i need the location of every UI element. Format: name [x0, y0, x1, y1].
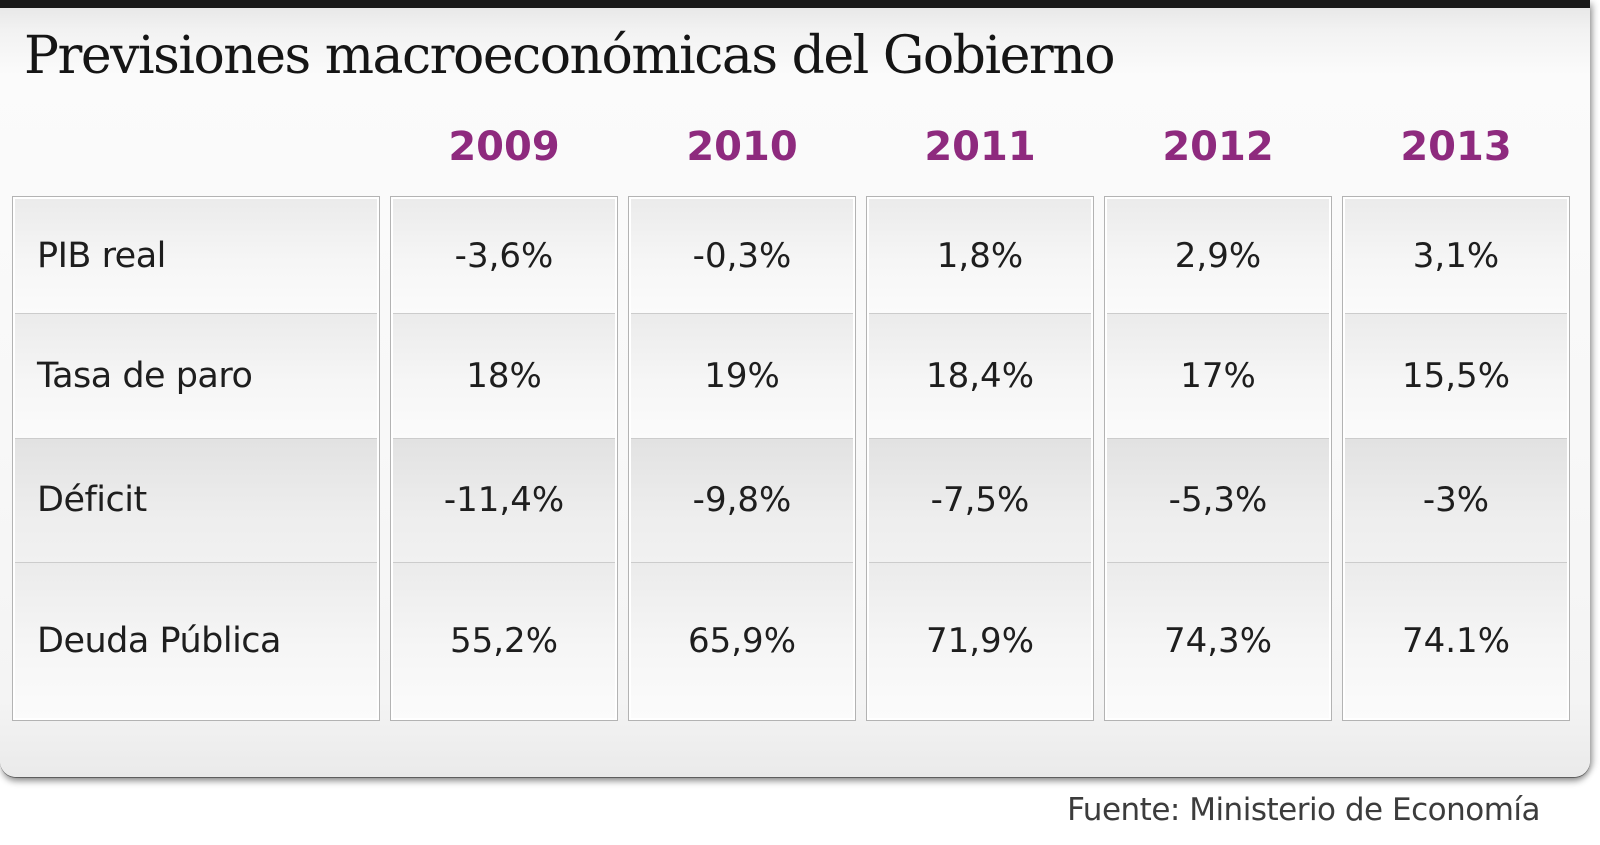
table-cell: 15,5% [1345, 313, 1567, 438]
table-cell: 2,9% [1107, 199, 1329, 314]
table-cell: 18% [393, 313, 615, 438]
year-column-2013: 3,1% 15,5% -3% 74.1% [1342, 196, 1570, 721]
source-caption: Fuente: Ministerio de Economía [1067, 792, 1540, 828]
row-label-column: PIB real Tasa de paro Déficit Deuda Públ… [12, 196, 380, 721]
row-label: PIB real [15, 199, 377, 314]
table-cell: 19% [631, 313, 853, 438]
table-cell: 3,1% [1345, 199, 1567, 314]
table-cell: 55,2% [393, 562, 615, 718]
table-cell: 71,9% [869, 562, 1091, 718]
table-cell: 74,3% [1107, 562, 1329, 718]
table-cell: 1,8% [869, 199, 1091, 314]
table-cell: 17% [1107, 313, 1329, 438]
table-cell: 18,4% [869, 313, 1091, 438]
forecast-card: Previsiones macroeconómicas del Gobierno… [0, 0, 1590, 777]
page-title: Previsiones macroeconómicas del Gobierno [24, 26, 1116, 86]
table-cell: -7,5% [869, 437, 1091, 563]
year-header-row: 2009 2010 2011 2012 2013 [12, 118, 1570, 176]
table-cell: 65,9% [631, 562, 853, 718]
table-cell: -3,6% [393, 199, 615, 314]
table-cell: -0,3% [631, 199, 853, 314]
year-header-2009: 2009 [448, 124, 560, 170]
row-label: Tasa de paro [15, 313, 377, 438]
table-cell: -11,4% [393, 437, 615, 563]
table-cell: -9,8% [631, 437, 853, 563]
year-column-2011: 1,8% 18,4% -7,5% 71,9% [866, 196, 1094, 721]
year-header-2010: 2010 [686, 124, 798, 170]
year-header-2012: 2012 [1162, 124, 1274, 170]
table-cell: -3% [1345, 437, 1567, 563]
table-cell: -5,3% [1107, 437, 1329, 563]
row-label: Deuda Pública [15, 562, 377, 718]
year-column-2009: -3,6% 18% -11,4% 55,2% [390, 196, 618, 721]
year-column-2010: -0,3% 19% -9,8% 65,9% [628, 196, 856, 721]
year-column-2012: 2,9% 17% -5,3% 74,3% [1104, 196, 1332, 721]
forecast-table: PIB real Tasa de paro Déficit Deuda Públ… [12, 196, 1570, 721]
year-header-2013: 2013 [1400, 124, 1512, 170]
row-label: Déficit [15, 437, 377, 563]
year-header-2011: 2011 [924, 124, 1036, 170]
table-cell: 74.1% [1345, 562, 1567, 718]
top-accent-bar [0, 0, 1590, 8]
